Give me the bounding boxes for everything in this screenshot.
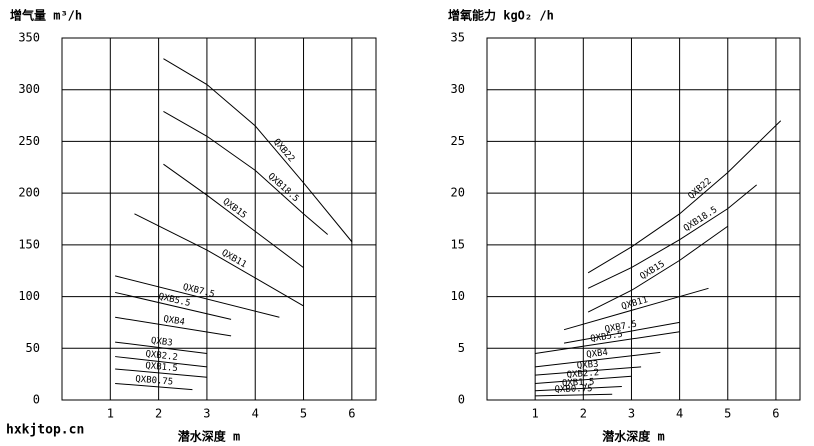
x-tick-label: 3 <box>203 407 210 421</box>
series-label: QXB18.5 <box>266 172 301 205</box>
x-tick-label: 3 <box>628 407 635 421</box>
series-line <box>115 356 207 368</box>
series-line <box>163 58 353 243</box>
y-tick-label: 15 <box>451 237 465 251</box>
series-label: QXB5.5 <box>590 330 624 345</box>
series-label: QXB11 <box>220 248 248 270</box>
series-label: QXB4 <box>162 314 185 327</box>
x-tick-label: 4 <box>252 407 259 421</box>
series-line <box>115 316 232 337</box>
series-line <box>587 184 757 289</box>
x-tick-label: 5 <box>300 407 307 421</box>
series-label: QXB0.75 <box>555 384 593 395</box>
y-tick-label: 35 <box>451 31 465 45</box>
series-line <box>115 341 207 354</box>
x-tick-label: 1 <box>532 407 539 421</box>
series-line <box>115 291 232 320</box>
series-line <box>563 321 680 344</box>
plot-frame <box>486 37 801 401</box>
x-tick-label: 2 <box>155 407 162 421</box>
series-line <box>563 287 709 331</box>
y-tick-label: 50 <box>26 341 40 355</box>
series-line <box>115 275 280 318</box>
series-line <box>535 386 622 392</box>
series-line <box>535 375 632 384</box>
x-axis-label: 潜水深度 m <box>602 429 664 444</box>
x-axis-label: 潜水深度 m <box>178 429 240 444</box>
series-label: QXB3 <box>150 336 173 349</box>
series-line <box>535 331 680 354</box>
series-line <box>535 366 642 376</box>
series-label: QXB3 <box>576 360 598 372</box>
series-line <box>115 382 193 391</box>
y-tick-label: 200 <box>18 186 40 200</box>
series-line <box>587 120 782 274</box>
series-line <box>134 213 304 307</box>
series-label: QXB2.2 <box>145 349 178 363</box>
y-tick-label: 250 <box>18 134 40 148</box>
x-tick-label: 6 <box>348 407 355 421</box>
x-tick-label: 5 <box>724 407 731 421</box>
x-tick-label: 2 <box>580 407 587 421</box>
series-line <box>535 393 613 397</box>
y-tick-label: 10 <box>451 289 465 303</box>
series-line <box>587 225 729 313</box>
chart-title: 增气量 m³/h <box>10 8 82 23</box>
y-tick-label: 300 <box>18 82 40 96</box>
series-line <box>115 368 207 378</box>
series-label: QXB1.5 <box>145 361 178 374</box>
plot-frame <box>61 37 377 401</box>
x-tick-label: 6 <box>772 407 779 421</box>
series-line <box>535 351 661 368</box>
series-label: QXB1.5 <box>562 377 595 389</box>
series-label: QXB2.2 <box>566 368 599 380</box>
y-tick-label: 350 <box>18 31 40 45</box>
series-label: QXB4 <box>586 348 609 360</box>
series-label: QXB0.75 <box>135 375 174 388</box>
y-tick-label: 0 <box>33 393 40 407</box>
series-line <box>163 163 304 269</box>
watermark: hxkjtop.cn <box>6 423 84 438</box>
x-tick-label: 1 <box>107 407 114 421</box>
y-tick-label: 150 <box>18 237 40 251</box>
series-line <box>163 110 329 235</box>
y-tick-label: 5 <box>458 341 465 355</box>
y-tick-label: 20 <box>451 186 465 200</box>
chart-title: 增氧能力 kgO₂ /h <box>448 8 554 23</box>
y-tick-label: 0 <box>458 393 465 407</box>
series-label: QXB22 <box>687 176 714 201</box>
y-tick-label: 30 <box>451 82 465 96</box>
y-tick-label: 100 <box>18 289 40 303</box>
y-tick-label: 25 <box>451 134 465 148</box>
series-label: QXB18.5 <box>682 205 719 234</box>
x-tick-label: 4 <box>676 407 683 421</box>
